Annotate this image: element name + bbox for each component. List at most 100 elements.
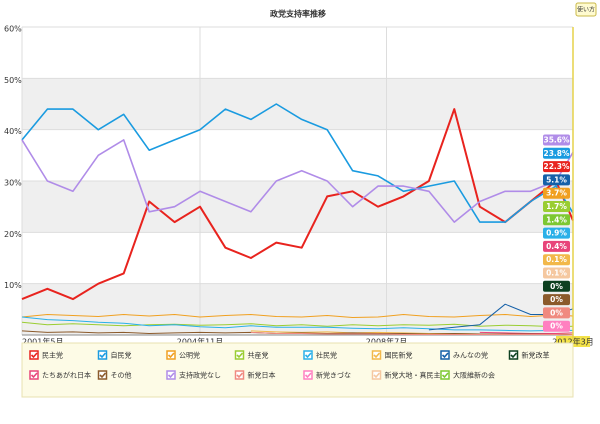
value-badge-box — [543, 240, 570, 252]
value-badge: 1.7% — [543, 201, 570, 212]
legend-label[interactable]: 公明党 — [179, 351, 200, 360]
legend-swatch[interactable] — [97, 370, 108, 380]
legend-label[interactable]: 新党日本 — [248, 371, 276, 380]
value-badge: 0% — [543, 280, 570, 292]
legend-label[interactable]: 社民党 — [316, 351, 337, 360]
legend-label[interactable]: 自民党 — [111, 351, 132, 360]
legend-swatch[interactable] — [440, 350, 450, 360]
legend-label[interactable]: 国民新党 — [385, 351, 413, 360]
legend-item[interactable]: 民主党 — [29, 350, 63, 360]
legend-label[interactable]: その他 — [111, 371, 132, 380]
legend-swatch[interactable] — [508, 350, 519, 360]
value-label: 1.7% — [546, 202, 567, 211]
legend-check[interactable] — [441, 352, 449, 359]
legend-item[interactable]: 社民党 — [303, 350, 337, 360]
value-badge-box — [543, 147, 570, 159]
legend-check[interactable] — [373, 372, 381, 379]
value-badge-box — [543, 174, 570, 186]
value-label: 0.1% — [546, 255, 567, 264]
legend-item[interactable]: 新党大地・真民主 — [371, 370, 441, 380]
value-badge: 0% — [543, 320, 570, 332]
value-badge-box — [543, 254, 570, 266]
legend-swatch[interactable] — [234, 370, 245, 380]
legend-swatch[interactable] — [29, 370, 39, 380]
series-line — [21, 108, 574, 301]
legend-label[interactable]: 支持政党なし — [179, 371, 221, 380]
legend-check[interactable] — [510, 352, 518, 359]
y-tick-label: 20% — [4, 230, 22, 239]
legend-item[interactable]: その他 — [97, 370, 132, 380]
legend-label[interactable]: みんなの党 — [453, 351, 488, 360]
series-line — [21, 139, 574, 223]
legend-label[interactable]: 民主党 — [42, 351, 63, 360]
legend-swatch[interactable] — [97, 350, 108, 360]
legend-swatch[interactable] — [371, 350, 382, 360]
value-badge: 5.1% — [543, 174, 570, 186]
y-tick-label: 10% — [4, 281, 22, 290]
series-line — [21, 103, 574, 223]
value-label: 5.1% — [546, 175, 567, 184]
legend-swatch[interactable] — [234, 350, 245, 360]
legend-item[interactable]: 新党日本 — [234, 370, 276, 380]
legend-item[interactable]: 公明党 — [166, 350, 200, 360]
y-tick-label: 30% — [4, 179, 22, 188]
legend-check[interactable] — [167, 372, 175, 379]
legend-check[interactable] — [167, 352, 175, 359]
grid-band — [22, 78, 573, 130]
grid-band — [22, 181, 573, 233]
legend-item[interactable]: たちあがれ日本 — [29, 370, 91, 380]
legend-item[interactable]: 新党改革 — [508, 350, 550, 360]
legend-swatch[interactable] — [166, 350, 176, 360]
value-badge: 0.1% — [543, 267, 570, 279]
x-tick-label: 2012年3月 — [552, 337, 593, 347]
value-label: 1.4% — [546, 215, 567, 224]
help-button-text[interactable]: 使い方 — [577, 6, 595, 14]
value-badge-box — [543, 307, 570, 319]
value-label: 0% — [550, 308, 563, 317]
legend-check[interactable] — [30, 372, 38, 379]
value-badge: 0% — [543, 294, 570, 306]
legend-label[interactable]: たちあがれ日本 — [42, 371, 91, 380]
legend-swatch[interactable] — [303, 370, 313, 380]
value-badge-box — [543, 214, 570, 226]
legend-swatch[interactable] — [371, 370, 382, 380]
legend-check[interactable] — [30, 352, 38, 359]
legend-label[interactable]: 大阪維新の会 — [453, 371, 495, 380]
value-label: 22.3% — [543, 162, 570, 171]
legend-check[interactable] — [99, 372, 107, 379]
legend-item[interactable]: 共産党 — [234, 350, 269, 360]
legend-check[interactable] — [304, 352, 312, 359]
y-tick-label: 50% — [4, 76, 22, 85]
legend-check[interactable] — [236, 352, 244, 359]
legend-item[interactable]: 国民新党 — [371, 350, 413, 360]
legend-item[interactable]: 支持政党なし — [166, 370, 221, 380]
legend-check[interactable] — [441, 372, 449, 379]
legend-check[interactable] — [236, 372, 244, 379]
value-label: 0.1% — [546, 269, 567, 278]
series-line — [21, 316, 573, 332]
value-badge-box — [543, 227, 570, 239]
legend-swatch[interactable] — [166, 370, 176, 380]
value-badge: 23.8% — [543, 147, 570, 159]
value-label: 23.8% — [543, 149, 570, 158]
legend-check[interactable] — [304, 372, 312, 379]
legend-check[interactable] — [99, 352, 107, 359]
value-badge-box — [543, 134, 570, 146]
legend-label[interactable]: 新党きづな — [316, 371, 351, 380]
legend-item[interactable]: 自民党 — [97, 350, 132, 360]
legend-swatch[interactable] — [303, 350, 313, 360]
legend-swatch[interactable] — [440, 370, 450, 380]
legend-item[interactable]: 新党きづな — [303, 370, 351, 380]
legend-item[interactable]: 大阪維新の会 — [440, 370, 495, 380]
value-badge-box — [543, 187, 570, 199]
value-badge: 0.4% — [543, 240, 570, 252]
legend-label[interactable]: 新党大地・真民主 — [385, 371, 441, 380]
legend-swatch[interactable] — [29, 350, 39, 360]
value-badge-box — [543, 320, 570, 332]
legend-label[interactable]: 共産党 — [248, 351, 269, 360]
help-button[interactable] — [575, 2, 597, 17]
legend-label[interactable]: 新党改革 — [522, 351, 550, 360]
legend-item[interactable]: みんなの党 — [440, 350, 488, 360]
legend-check[interactable] — [373, 352, 381, 359]
